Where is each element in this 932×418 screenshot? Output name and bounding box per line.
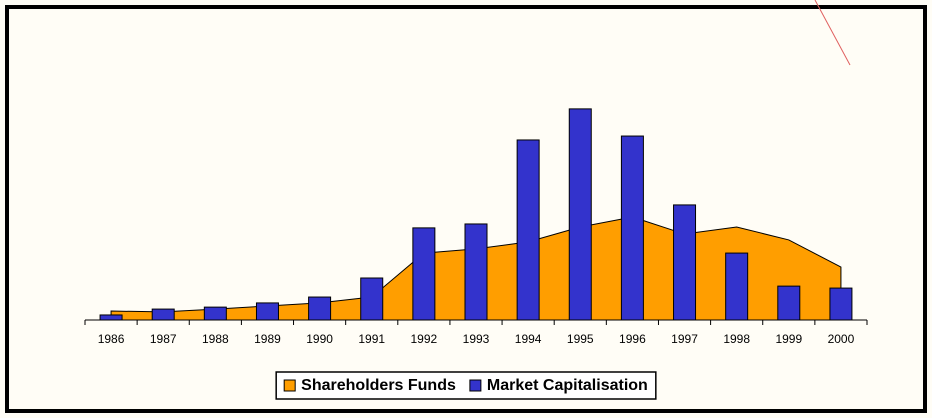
bar	[777, 285, 801, 321]
bar	[203, 306, 227, 321]
bar	[464, 223, 488, 321]
x-tick-label: 1989	[254, 332, 281, 346]
bar	[412, 227, 436, 321]
x-tick-label: 1992	[411, 332, 438, 346]
legend-swatch	[469, 379, 482, 392]
x-tick-label: 1986	[98, 332, 125, 346]
bar	[255, 302, 279, 321]
bar	[360, 277, 384, 321]
legend-label: Shareholders Funds	[301, 377, 456, 394]
x-tick-label: 1987	[150, 332, 177, 346]
bar	[151, 308, 175, 321]
bar	[673, 204, 697, 321]
x-tick-label: 2000	[828, 332, 855, 346]
legend-label: Market Capitalisation	[487, 377, 648, 394]
x-tick-label: 1996	[619, 332, 646, 346]
x-tick-label: 1988	[202, 332, 229, 346]
x-tick-label: 1998	[723, 332, 750, 346]
x-tick-label: 1991	[358, 332, 385, 346]
bar	[308, 296, 332, 321]
frame	[5, 5, 927, 413]
x-tick-label: 1990	[306, 332, 333, 346]
decoration-line	[814, 0, 851, 66]
bar	[829, 287, 853, 321]
bar	[725, 252, 749, 321]
plot: 1986 1987 1988 1989 1990 1991 1992 1993 1994 1995…	[84, 108, 868, 346]
x-tick-label: 1993	[463, 332, 490, 346]
bar	[568, 108, 592, 321]
x-tick-label: 1997	[671, 332, 698, 346]
legend-box	[275, 371, 657, 400]
bar	[516, 139, 540, 321]
bar	[99, 314, 123, 321]
legend-swatch	[283, 379, 296, 392]
x-tick-label: 1999	[775, 332, 802, 346]
x-tick-label: 1994	[515, 332, 542, 346]
legend: Shareholders Funds Market Capitalisation	[275, 371, 657, 400]
bar	[620, 135, 644, 321]
x-tick-label: 1995	[567, 332, 594, 346]
